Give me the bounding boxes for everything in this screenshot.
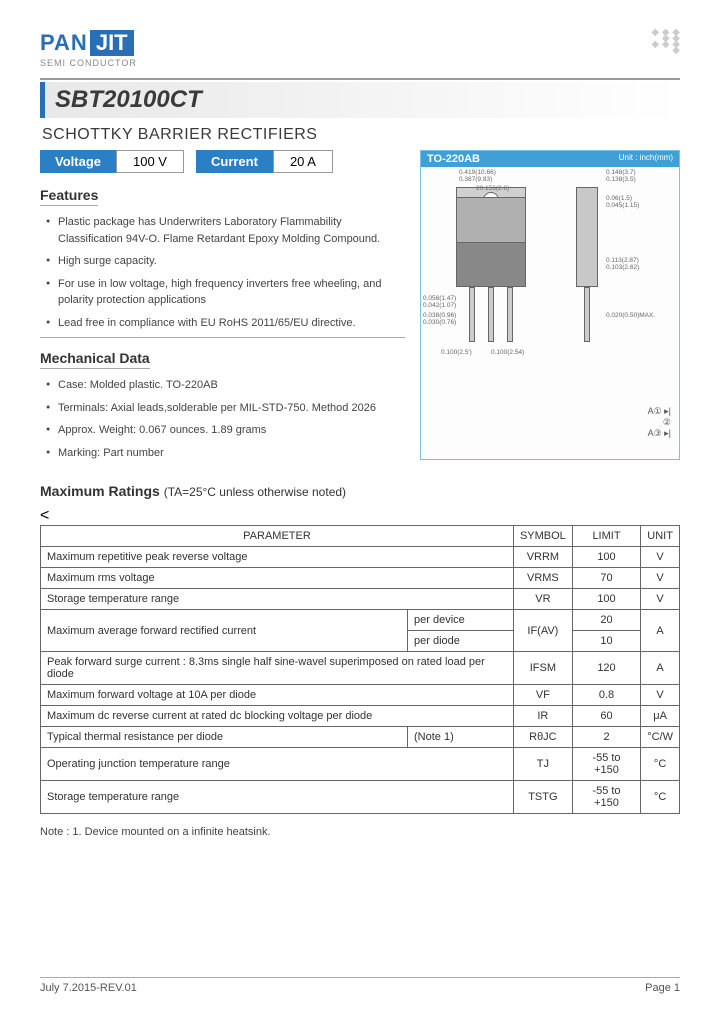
dim: 0.103(2.62) <box>606 264 639 271</box>
logo-sub: SEMI CONDUCTOR <box>40 58 137 68</box>
table-row: Maximum rms voltageVRMS70V <box>41 568 680 589</box>
table-row: Maximum forward voltage at 10A per diode… <box>41 685 680 706</box>
list-item: Lead free in compliance with EU RoHS 201… <box>46 315 405 332</box>
table-row: Storage temperature rangeVR100V <box>41 589 680 610</box>
ratings-table: PARAMETER SYMBOL LIMIT UNIT Maximum repe… <box>40 525 680 814</box>
th-symbol: SYMBOL <box>513 526 572 547</box>
list-item: Case: Molded plastic. TO-220AB <box>46 377 405 394</box>
dim: 0.100(2.54) <box>491 349 524 356</box>
logo-jit: JIT <box>90 30 134 56</box>
footer-page: Page 1 <box>645 982 680 994</box>
table-row: Operating junction temperature rangeTJ-5… <box>41 748 680 781</box>
table-row: Typical thermal resistance per diode(Not… <box>41 727 680 748</box>
title-bar: SBT20100CT <box>40 82 680 118</box>
features-heading: Features <box>40 187 98 206</box>
table-row: Maximum repetitive peak reverse voltageV… <box>41 547 680 568</box>
package-column: TO-220AB Unit : inch(mm) 0.419(10.66) 0.… <box>420 150 680 467</box>
logo: PAN JIT SEMI CONDUCTOR <box>40 30 137 68</box>
package-diagram: TO-220AB Unit : inch(mm) 0.419(10.66) 0.… <box>420 150 680 460</box>
ratings-title: Maximum Ratings (TA=25°C unless otherwis… <box>40 483 680 499</box>
list-item: Marking: Part number <box>46 445 405 462</box>
list-item: Plastic package has Underwriters Laborat… <box>46 214 405 247</box>
mechanical-heading: Mechanical Data <box>40 350 150 369</box>
list-item: Approx. Weight: 0.067 ounces. 1.89 grams <box>46 422 405 439</box>
package-drawing: 0.419(10.66) 0.387(9.83) 20.156(2.6) 0.1… <box>421 167 679 447</box>
table-row: Maximum dc reverse current at rated dc b… <box>41 706 680 727</box>
list-item: For use in low voltage, high frequency i… <box>46 276 405 309</box>
list-item: High surge capacity. <box>46 253 405 270</box>
table-row: Peak forward surge current : 8.3ms singl… <box>41 652 680 685</box>
dim: 0.045(1.15) <box>606 202 639 209</box>
divider <box>40 78 680 80</box>
dim: 0.148(3.7) <box>606 169 636 176</box>
dim: 0.06(1.5) <box>606 195 632 202</box>
dim: 0.058(1.47) <box>423 295 456 302</box>
table-row: Maximum average forward rectified curren… <box>41 610 680 631</box>
package-name: TO-220AB <box>427 153 480 165</box>
dim: 0.387(9.83) <box>459 176 492 183</box>
dim: 20.156(2.6) <box>476 185 509 192</box>
subtitle: SCHOTTKY BARRIER RECTIFIERS <box>42 126 680 144</box>
table-row: Storage temperature rangeTSTG-55 to +150… <box>41 781 680 814</box>
dim: 0.113(2.87) <box>606 257 639 264</box>
datasheet-page: PAN JIT SEMI CONDUCTOR ◆ ◆ ◆◆ ◆◆ ◆ ◆◆ SB… <box>0 0 720 1012</box>
features-list: Plastic package has Underwriters Laborat… <box>40 214 405 331</box>
voltage-label: Voltage <box>40 150 116 173</box>
footer: July 7.2015-REV.01 Page 1 <box>40 977 680 994</box>
voltage-value: 100 V <box>116 150 184 173</box>
dim: 0.038(0.96) <box>423 312 456 319</box>
dim: 0.100(2.5′) <box>441 349 472 356</box>
dim: 0.138(3.5) <box>606 176 636 183</box>
footer-date: July 7.2015-REV.01 <box>40 982 137 994</box>
dim: 0.042(1.07) <box>423 302 456 309</box>
spec-row: Voltage 100 V Current 20 A <box>40 150 405 173</box>
th-unit: UNIT <box>641 526 680 547</box>
current-label: Current <box>196 150 273 173</box>
dim: 0.020(0.50)MAX. <box>606 312 655 319</box>
decorative-dots: ◆ ◆ ◆◆ ◆◆ ◆ ◆◆ <box>651 30 680 54</box>
dim: 0.419(10.66) <box>459 169 496 176</box>
package-unit: Unit : inch(mm) <box>619 153 673 165</box>
part-number: SBT20100CT <box>55 86 202 113</box>
logo-pan: PAN <box>40 30 88 56</box>
list-item: Terminals: Axial leads,solderable per MI… <box>46 400 405 417</box>
left-column: Voltage 100 V Current 20 A Features Plas… <box>40 150 405 467</box>
circuit-diagram: A① ▸| ② A③ ▸| <box>648 406 671 439</box>
th-limit: LIMIT <box>572 526 640 547</box>
th-param: PARAMETER <box>41 526 514 547</box>
note: Note : 1. Device mounted on a infinite h… <box>40 826 680 838</box>
header-row: PAN JIT SEMI CONDUCTOR ◆ ◆ ◆◆ ◆◆ ◆ ◆◆ <box>40 30 680 68</box>
dim: 0.030(0.76) <box>423 319 456 326</box>
table-header-row: PARAMETER SYMBOL LIMIT UNIT <box>41 526 680 547</box>
mechanical-list: Case: Molded plastic. TO-220AB Terminals… <box>40 377 405 461</box>
current-value: 20 A <box>273 150 333 173</box>
